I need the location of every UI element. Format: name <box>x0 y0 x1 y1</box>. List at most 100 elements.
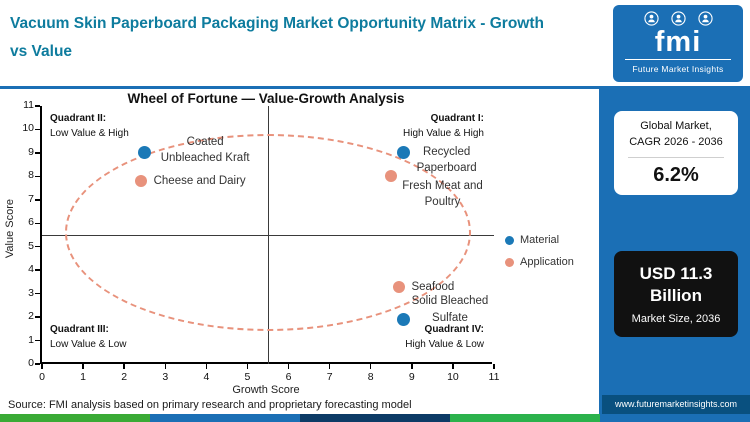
y-tick-label: 10 <box>22 122 34 135</box>
legend-dot <box>505 257 514 267</box>
y-tick-label: 11 <box>23 99 34 111</box>
x-axis-label: Growth Score <box>232 384 300 396</box>
y-tick-label: 8 <box>28 169 34 182</box>
x-tick-mark <box>452 364 454 369</box>
sidebar: Global Market, CAGR 2026 - 2036 6.2% USD… <box>602 89 750 414</box>
legend-dot <box>505 235 514 245</box>
stripe-segment <box>0 414 150 422</box>
y-tick-mark <box>35 152 40 154</box>
x-tick-label: 10 <box>447 371 459 383</box>
y-tick-mark <box>35 245 40 248</box>
data-point-material <box>397 312 411 326</box>
stripe-segment <box>600 414 750 422</box>
y-tick-label: 5 <box>28 239 34 252</box>
chart-title: Wheel of Fortune — Value-Growth Analysis <box>127 91 405 106</box>
x-tick-mark <box>205 364 208 369</box>
market-size-value: USD 11.3 Billion <box>639 263 713 305</box>
x-tick-label: 11 <box>488 371 500 383</box>
logo-tagline: Future Market Insights <box>632 64 724 75</box>
x-tick-mark <box>287 364 290 369</box>
y-tick-mark <box>35 199 40 201</box>
page-title: Vacuum Skin Paperboard Packaging Market … <box>10 15 544 60</box>
y-tick-label: 4 <box>28 263 34 276</box>
data-point-label: Seafood <box>411 280 455 293</box>
stripe-segment <box>150 414 300 422</box>
logo-icons <box>643 11 713 26</box>
cagr-card: Global Market, CAGR 2026 - 2036 6.2% <box>614 111 738 195</box>
legend-label: Material <box>520 234 560 246</box>
data-point-label: Recycled Paperboard <box>416 145 477 174</box>
x-tick-mark <box>164 364 167 369</box>
y-tick-label: 6 <box>28 216 34 229</box>
data-point-label: Coated Unbleached Kraft <box>160 135 250 164</box>
chart-panel: Wheel of Fortune — Value-Growth Analysis… <box>0 89 602 414</box>
x-tick-mark <box>246 364 249 369</box>
scatter-plot: 0 1 2 3 4 5 6 7 8 9 10 11 0 1 2 3 4 5 6 7 8 9 10 11 Quadrant II:… <box>22 99 499 383</box>
y-tick-mark <box>35 316 40 318</box>
data-point-label: Solid Bleached Sulfate <box>411 295 489 324</box>
y-tick-label: 9 <box>28 145 34 158</box>
data-point-application <box>134 175 147 188</box>
x-tick-label: 2 <box>121 371 128 383</box>
quadrant-subtitle: High Value & High <box>403 128 484 139</box>
quadrant-title: Quadrant IV: <box>424 324 484 335</box>
x-tick-mark <box>41 364 43 369</box>
person-icon <box>643 11 659 26</box>
quadrant-title: Quadrant I: <box>430 113 484 124</box>
x-tick-mark <box>493 364 495 369</box>
x-tick-label: 4 <box>203 371 210 383</box>
stripe-segment <box>450 414 600 422</box>
x-tick-mark <box>411 364 413 369</box>
x-tick-mark <box>123 364 125 369</box>
opportunity-ellipse <box>64 134 472 332</box>
y-tick-label: 1 <box>28 333 34 346</box>
market-size-label: Market Size, 2036 <box>631 313 721 326</box>
y-tick-mark <box>35 105 40 107</box>
data-point-application <box>393 280 406 293</box>
y-tick-mark <box>35 292 40 295</box>
legend-item: Application <box>505 256 574 268</box>
x-tick-label: 6 <box>285 371 292 383</box>
y-tick-label: 3 <box>28 286 34 299</box>
data-point-material <box>138 146 152 160</box>
quadrant-title: Quadrant III: <box>50 324 109 335</box>
cagr-card-line2: CAGR 2026 - 2036 <box>629 135 723 148</box>
fmi-logo: fmi Future Market Insights <box>613 5 743 82</box>
footer-stripe <box>0 414 750 422</box>
x-tick-mark <box>328 364 331 369</box>
data-point-label: Fresh Meat and Poultry <box>402 180 483 209</box>
quadrant-title: Quadrant II: <box>50 113 107 124</box>
x-tick-label: 0 <box>39 371 45 383</box>
legend-item: Material <box>505 234 574 246</box>
quadrant-subtitle: Low Value & Low <box>50 339 127 350</box>
market-size-card: USD 11.3 Billion Market Size, 2036 <box>614 250 738 338</box>
person-icon <box>670 11 686 26</box>
y-tick-mark <box>35 175 40 178</box>
y-tick-label: 0 <box>28 357 34 369</box>
data-point-material <box>397 146 411 160</box>
data-point-application <box>385 170 398 183</box>
header-divider-rule <box>0 86 750 89</box>
x-tick-label: 5 <box>244 371 251 383</box>
cagr-card-line1: Global Market, <box>640 120 712 132</box>
data-point-label: Cheese and Dairy <box>153 175 246 188</box>
y-tick-mark <box>35 269 40 271</box>
quadrant-subtitle: High Value & Low <box>405 339 484 350</box>
stripe-segment <box>300 414 450 422</box>
y-tick-mark <box>35 363 40 365</box>
x-tick-label: 3 <box>162 371 169 383</box>
quadrant-label: Quadrant IV: High Value & Low <box>405 322 484 352</box>
x-tick-label: 8 <box>367 371 374 383</box>
logo-divider <box>625 59 731 61</box>
person-icon <box>697 11 713 26</box>
x-tick-label: 1 <box>80 371 86 383</box>
y-tick-mark <box>35 339 40 342</box>
legend-label: Application <box>520 256 574 268</box>
y-tick-label: 7 <box>28 192 34 205</box>
cagr-value: 6.2% <box>627 156 725 187</box>
x-tick-label: 9 <box>408 371 415 383</box>
y-tick-mark <box>35 128 40 131</box>
logo-brand-text: fmi <box>654 26 702 58</box>
quadrant-subtitle: Low Value & High <box>50 128 129 139</box>
